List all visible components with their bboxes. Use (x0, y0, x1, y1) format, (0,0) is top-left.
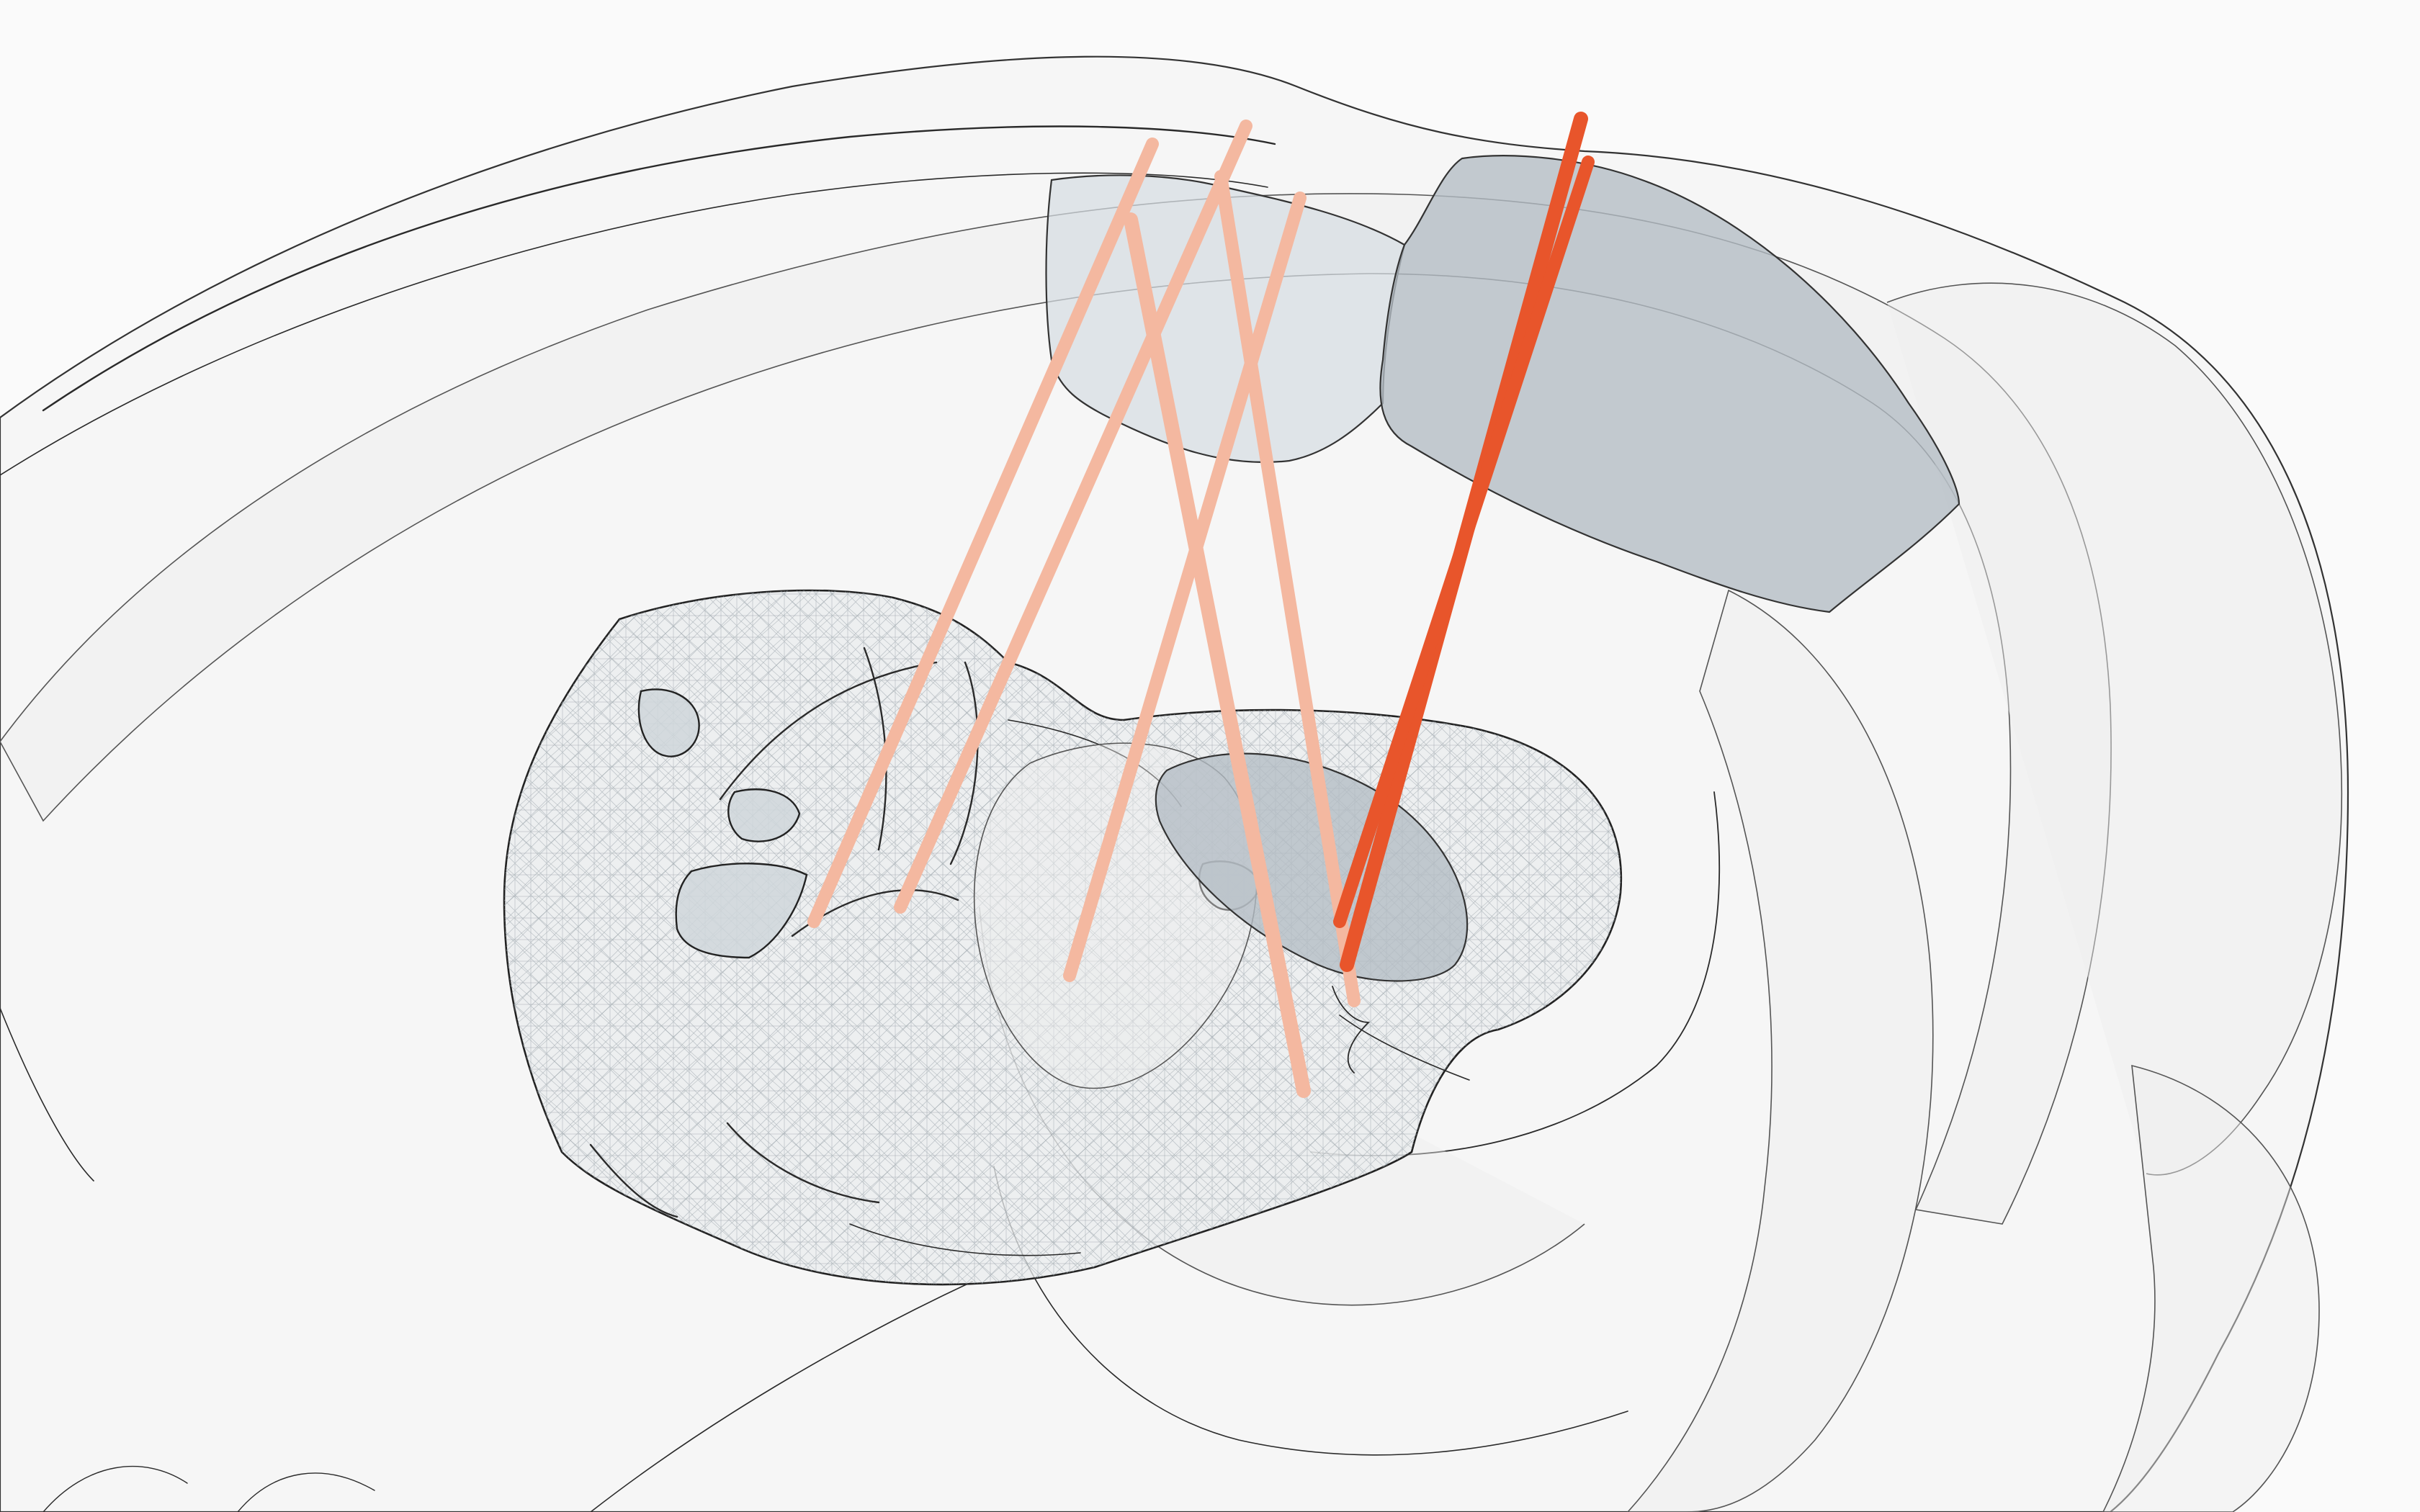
fiber-line-9 (849, 1223, 1081, 1256)
fiber-line-8 (1339, 1014, 1470, 1081)
probe-group-light (807, 120, 1311, 1098)
midbrain-ring (1626, 589, 1934, 1512)
mesh-texture-2 (504, 590, 1621, 1284)
cortex-band (0, 193, 2112, 1225)
lower-curve-4 (237, 1472, 375, 1512)
fiber-line-3 (949, 661, 979, 865)
cerebellum-outline (1886, 282, 2343, 1176)
probe-shank-7[interactable] (1333, 156, 1595, 928)
mesh-hole-2 (727, 788, 801, 842)
fiber-line-6 (726, 1122, 880, 1204)
lower-curve-2 (993, 1166, 1628, 1456)
fiber-line-1 (719, 661, 938, 801)
probe-shank-4[interactable] (1063, 192, 1307, 982)
probe-shank-3[interactable] (1124, 212, 1311, 1098)
probe-group-dark (1214, 112, 1595, 1007)
mesh-hole-1 (637, 688, 700, 757)
lower-curve-3 (42, 1465, 188, 1512)
cortical-region-posterior (1379, 155, 1960, 613)
probe-tip-cluster (1332, 986, 1371, 1074)
left-lobe-line (0, 1007, 94, 1182)
fiber-line-7 (589, 1143, 678, 1218)
brainstem-line (1310, 791, 1721, 1156)
probe-shank-1[interactable] (807, 138, 1159, 928)
probe-shank-5[interactable] (1214, 170, 1361, 1007)
probe-shank-2[interactable] (894, 120, 1252, 914)
corpus-arc (42, 125, 1276, 412)
cerebellum-lower (2102, 1064, 2320, 1512)
mesh-hole-3 (675, 863, 808, 959)
lower-curve-1 (590, 1281, 973, 1512)
corpus-arc-2 (0, 172, 1268, 476)
